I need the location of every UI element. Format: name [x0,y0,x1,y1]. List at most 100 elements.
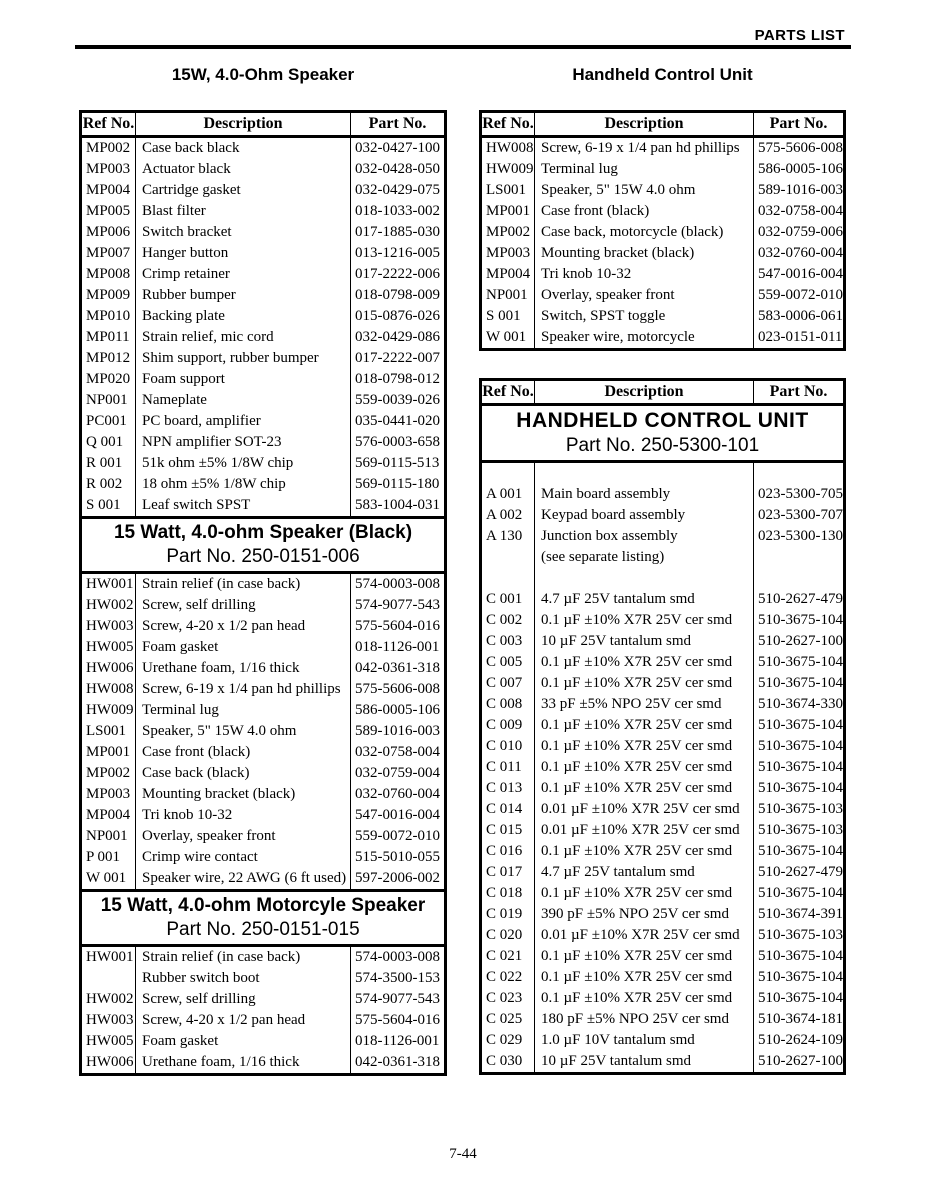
cell-ref: C 014 [486,801,523,817]
table-row: MP001 Case front (black) 032-0758-004 [82,742,444,763]
table-row: W 001 Speaker wire, motorcycle 023-0151-01… [482,327,843,348]
table-row: MP004 Cartridge gasket 032-0429-075 [82,180,444,201]
cell-desc: Screw, self drilling [135,989,350,1010]
cell-part [753,547,843,568]
cell-ref: MP003 [86,161,131,177]
cell-ref: C 003 [486,633,523,649]
table-row: HW002 Screw, self drilling 574-9077-543 [82,989,444,1010]
section-header-black-speaker: 15 Watt, 4.0-ohm Speaker (Black) Part No… [82,516,444,574]
cell-desc: Case back (black) [135,763,350,784]
table-row: HW005 Foam gasket 018-1126-001 [82,637,444,658]
section-title: 15 Watt, 4.0-ohm Motorcyle Speaker [100,895,426,916]
cell-part: 032-0429-075 [350,180,444,201]
cell-ref: HW005 [86,1033,134,1049]
cell-part: 575-5606-008 [753,138,843,159]
cell-ref: A 002 [486,507,523,523]
cell-ref: MP011 [86,329,130,345]
cell-part: 023-5300-707 [753,505,843,526]
table-row: HW002 Screw, self drilling 574-9077-543 [82,595,444,616]
cell-desc: 0.1 µF ±10% X7R 25V cer smd [534,652,753,673]
column-header-part: Part No. [350,113,444,135]
table-row: S 001 Switch, SPST toggle 583-0006-061 [482,306,843,327]
cell-desc: Crimp retainer [135,264,350,285]
cell-desc: Case front (black) [135,742,350,763]
cell-desc: Urethane foam, 1/16 thick [135,658,350,679]
cell-desc: Terminal lug [534,159,753,180]
table-row: MP003 Mounting bracket (black) 032-0760-00… [482,243,843,264]
cell-part: 559-0039-026 [350,390,444,411]
cell-part: 032-0758-004 [350,742,444,763]
cell-ref: C 013 [486,780,523,796]
cell-ref: HW005 [86,639,134,655]
cell-part: 575-5606-008 [350,679,444,700]
cell-part: 032-0429-086 [350,327,444,348]
table-row: C 020 0.01 µF ±10% X7R 25V cer smd 510-367… [482,925,843,946]
cell-desc: 0.1 µF ±10% X7R 25V cer smd [534,673,753,694]
cell-part: 032-0758-004 [753,201,843,222]
cell-desc: 51k ohm ±5% 1/8W chip [135,453,350,474]
cell-desc: 4.7 µF 25V tantalum smd [534,862,753,883]
cell-part: 510-2627-479 [753,862,843,883]
cell-ref: MP002 [86,140,131,156]
cell-part: 589-1016-003 [753,180,843,201]
cell-part: 510-3675-104 [753,778,843,799]
cell-ref: MP002 [86,765,131,781]
table-row: C 014 0.01 µF ±10% X7R 25V cer smd 510-367… [482,799,843,820]
cell-ref [82,968,135,989]
cell-part: 018-1126-001 [350,1031,444,1052]
cell-desc: Foam gasket [135,1031,350,1052]
cell-desc: Foam support [135,369,350,390]
cell-part: 510-3675-104 [753,736,843,757]
cell-part: 035-0441-020 [350,411,444,432]
cell-ref: HW002 [86,597,134,613]
table-row: C 001 4.7 µF 25V tantalum smd 510-2627-479 [482,589,843,610]
cell-part: 015-0876-026 [350,306,444,327]
cell-ref: MP003 [486,245,531,261]
table-row: C 002 0.1 µF ±10% X7R 25V cer smd 510-3675… [482,610,843,631]
cell-desc: 180 pF ±5% NPO 25V cer smd [534,1009,753,1030]
cell-part: 586-0005-106 [350,700,444,721]
cell-ref: MP006 [86,224,131,240]
table-row: C 022 0.1 µF ±10% X7R 25V cer smd 510-3675… [482,967,843,988]
table-row: A 130 Junction box assembly 023-5300-130 [482,526,843,547]
cell-part: 032-0760-004 [350,784,444,805]
handheld-control-unit-table: Ref No. Description Part No. HANDHELD CO… [479,378,846,1075]
cell-part: 510-2624-109 [753,1030,843,1051]
column-header-ref: Ref No. [82,115,135,132]
table-row: R 001 51k ohm ±5% 1/8W chip 569-0115-513 [82,453,444,474]
table-row: Rubber switch boot 574-3500-153 [82,968,444,989]
cell-ref: R 001 [86,455,123,471]
cell-part [753,568,843,589]
cell-ref: C 017 [486,864,523,880]
cell-part: 510-3675-103 [753,799,843,820]
cell-part: 032-0759-004 [350,763,444,784]
table-row: C 021 0.1 µF ±10% X7R 25V cer smd 510-3675… [482,946,843,967]
cell-desc: Leaf switch SPST [135,495,350,516]
table-row: HW008 Screw, 6-19 x 1/4 pan hd phillips 57… [82,679,444,700]
cell-desc [534,568,753,589]
cell-ref [482,463,534,484]
cell-ref: HW006 [86,660,134,676]
cell-part: 510-3675-104 [753,757,843,778]
cell-ref: C 023 [486,990,523,1006]
table-row: MP009 Rubber bumper 018-0798-009 [82,285,444,306]
table-row: MP003 Mounting bracket (black) 032-0760-00… [82,784,444,805]
cell-ref: C 020 [486,927,523,943]
cell-desc: 0.1 µF ±10% X7R 25V cer smd [534,715,753,736]
cell-desc: Junction box assembly [534,526,753,547]
table-row: C 005 0.1 µF ±10% X7R 25V cer smd 510-3675… [482,652,843,673]
cell-desc: 33 pF ±5% NPO 25V cer smd [534,694,753,715]
cell-part: 574-3500-153 [350,968,444,989]
cell-ref: C 021 [486,948,523,964]
cell-part: 017-1885-030 [350,222,444,243]
cell-ref: PC001 [86,413,127,429]
table-row: HW003 Screw, 4-20 x 1/2 pan head 575-5604-… [82,1010,444,1031]
table-row: C 016 0.1 µF ±10% X7R 25V cer smd 510-3675… [482,841,843,862]
table-row: HW008 Screw, 6-19 x 1/4 pan hd phillips 57… [482,138,843,159]
cell-desc: 4.7 µF 25V tantalum smd [534,589,753,610]
section-title: 15 Watt, 4.0-ohm Speaker (Black) [113,522,413,543]
cell-part: 575-5604-016 [350,1010,444,1031]
cell-desc: Screw, 4-20 x 1/2 pan head [135,616,350,637]
table-row: HW001 Strain relief (in case back) 574-000… [82,947,444,968]
cell-ref: NP001 [486,287,528,303]
